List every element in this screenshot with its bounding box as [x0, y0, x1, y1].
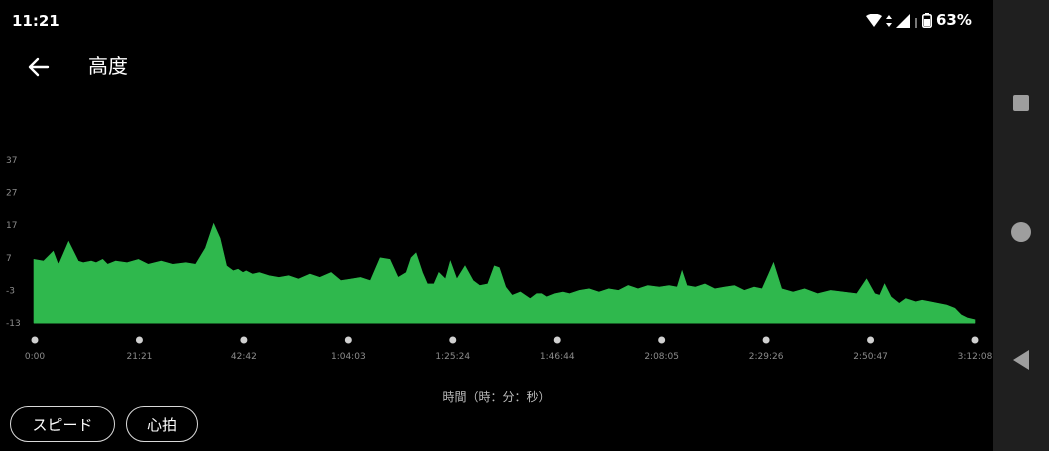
status-time: 11:21 [12, 12, 60, 30]
square-icon [1013, 95, 1029, 111]
x-tick-dot [135, 336, 143, 344]
back-button[interactable] [993, 350, 1049, 370]
y-tick-label: -13 [6, 319, 21, 329]
x-tick-dot [344, 336, 352, 344]
speed-chip[interactable]: スピード [10, 406, 115, 442]
home-button[interactable] [993, 222, 1049, 242]
y-tick-label: 7 [6, 254, 12, 264]
x-tick-dot [553, 336, 561, 344]
wifi-icon [866, 13, 882, 27]
status-icons: 63% [866, 13, 972, 28]
x-tick-label: 1:04:03 [331, 352, 366, 362]
recent-apps-button[interactable] [993, 95, 1049, 111]
cellular-signal-icon [896, 13, 910, 28]
back-arrow-icon[interactable] [26, 54, 52, 80]
x-tick-dot [31, 336, 39, 344]
x-tick-label: 3:12:08 [958, 352, 993, 362]
heart-rate-chip[interactable]: 心拍 [126, 406, 198, 442]
x-axis-label: 時間（時：分：秒） [442, 390, 551, 404]
y-tick-label: -3 [6, 286, 15, 296]
y-tick-label: 37 [6, 156, 17, 166]
x-tick-dot [449, 336, 457, 344]
x-tick-dot [240, 336, 248, 344]
data-arrows-icon [886, 14, 892, 27]
status-bar: 11:21 63% [0, 0, 993, 30]
x-tick-label: 1:25:24 [435, 352, 470, 362]
battery-icon [922, 13, 932, 28]
x-tick-label: 2:50:47 [853, 352, 888, 362]
x-tick-label: 21:21 [126, 352, 152, 362]
altitude-area [33, 222, 976, 324]
triangle-back-icon [1013, 350, 1029, 370]
system-nav-bar [993, 0, 1049, 451]
altitude-chart: 37 27 17 7 -3 -13 0:00 21:21 42:42 1:04:03 1:25:24… [6, 156, 993, 362]
x-tick-dot [867, 336, 875, 344]
no-sim-icon [915, 17, 917, 28]
x-tick-dot [971, 336, 979, 344]
y-tick-label: 27 [6, 189, 17, 199]
x-tick-label: 2:08:05 [644, 352, 679, 362]
x-tick-label: 1:46:44 [540, 352, 575, 362]
x-tick-label: 0:00 [25, 352, 45, 362]
circle-icon [1011, 222, 1031, 242]
page-title: 高度 [88, 54, 128, 78]
app-screen: 11:21 63% 高度 37 27 [0, 0, 993, 442]
battery-percent: 63% [936, 11, 972, 29]
x-tick-dot [762, 336, 770, 344]
y-tick-label: 17 [6, 221, 17, 231]
app-bar: 高度 [0, 50, 993, 90]
x-tick-dot [658, 336, 666, 344]
x-tick-label: 2:29:26 [749, 352, 784, 362]
x-tick-label: 42:42 [231, 352, 257, 362]
